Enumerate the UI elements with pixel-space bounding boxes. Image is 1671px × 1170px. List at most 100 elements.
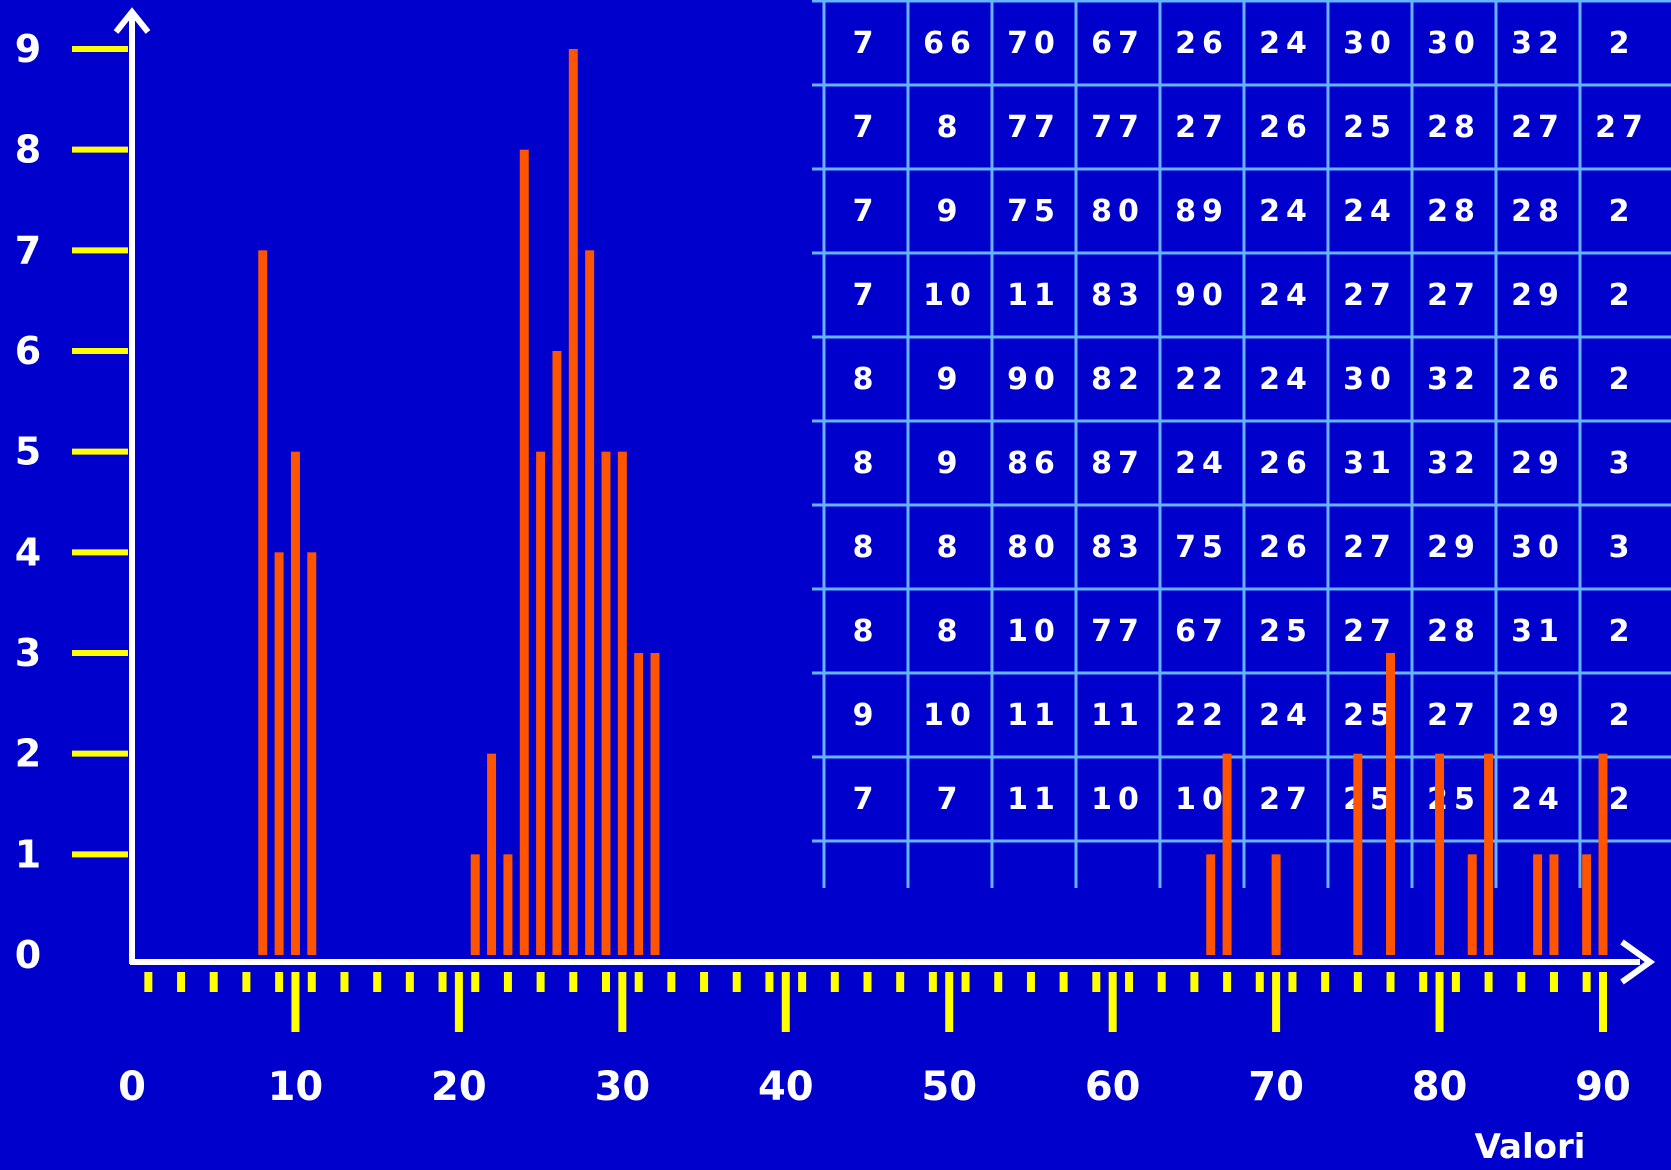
table-cell: 11 [1007, 782, 1061, 817]
x-axis-arrow [1620, 939, 1656, 985]
table-cell: 22 [1175, 698, 1229, 733]
table-cell: 66 [923, 26, 977, 61]
table-cell: 77 [1091, 110, 1145, 145]
table-cell: 25 [1343, 110, 1397, 145]
table-cell: 25 [1259, 614, 1313, 649]
bars [258, 49, 1608, 956]
bar [1353, 753, 1363, 955]
table-cell: 27 [1595, 110, 1649, 145]
table-cell: 29 [1511, 446, 1565, 481]
bar [1271, 854, 1281, 955]
table-cell: 77 [1091, 614, 1145, 649]
bar [1386, 653, 1396, 955]
bar [634, 653, 644, 955]
bar [503, 854, 513, 955]
table-cell: 8 [853, 362, 880, 397]
y-tick-label: 5 [15, 430, 41, 474]
table-cell: 11 [1007, 278, 1061, 313]
table-cell: 26 [1259, 530, 1313, 565]
table-cell: 83 [1091, 278, 1145, 313]
table-cell: 25 [1343, 782, 1397, 817]
table-cell: 28 [1511, 194, 1565, 229]
table-cell: 24 [1259, 194, 1313, 229]
table-cell: 8 [853, 614, 880, 649]
table-cell: 28 [1427, 614, 1481, 649]
table-cell: 8 [853, 446, 880, 481]
table-cell: 27 [1175, 110, 1229, 145]
y-tick-label: 4 [15, 530, 41, 574]
x-tick-label: 70 [1248, 1064, 1304, 1110]
table-cell: 22 [1175, 362, 1229, 397]
table-cell: 3 [1609, 530, 1636, 565]
table-cell: 75 [1175, 530, 1229, 565]
table-cell: 9 [937, 194, 964, 229]
bar [470, 854, 480, 955]
bar [274, 552, 284, 955]
x-tick-label: 10 [268, 1064, 324, 1110]
bar [585, 250, 595, 956]
table-cell: 29 [1427, 530, 1481, 565]
x-tick-label: 30 [594, 1064, 650, 1110]
y-axis-arrow [113, 7, 151, 34]
table-cell: 32 [1511, 26, 1565, 61]
table-cell: 7 [853, 194, 880, 229]
table-cell: 30 [1511, 530, 1565, 565]
bar [1206, 854, 1216, 955]
table-cell: 8 [853, 530, 880, 565]
table-cell: 7 [853, 110, 880, 145]
table-cell: 24 [1259, 278, 1313, 313]
table-cell: 27 [1427, 278, 1481, 313]
table-cell: 24 [1511, 782, 1565, 817]
table-cell: 24 [1259, 698, 1313, 733]
y-tick-label: 9 [15, 27, 41, 71]
x-tick-label: 0 [118, 1064, 146, 1110]
x-tick-label: 40 [758, 1064, 814, 1110]
y-tick-label: 1 [15, 832, 41, 876]
table-cell: 9 [937, 362, 964, 397]
bar [1598, 753, 1608, 955]
bar [1222, 753, 1232, 955]
table-cell: 32 [1427, 446, 1481, 481]
table-cell: 2 [1609, 278, 1636, 313]
table-cell: 25 [1343, 698, 1397, 733]
table-cell: 90 [1175, 278, 1229, 313]
table-cell: 10 [923, 278, 977, 313]
bar [650, 653, 660, 955]
table-cell: 8 [937, 530, 964, 565]
table-cell: 27 [1343, 614, 1397, 649]
table-cell: 7 [853, 278, 880, 313]
table-cell: 26 [1175, 26, 1229, 61]
x-axis-ticks: 0 10 20 30 40 50 60 70 80 90 [118, 972, 1631, 1110]
y-tick-label: 8 [15, 128, 41, 172]
bar [601, 451, 611, 955]
table-cell: 11 [1091, 698, 1145, 733]
table-cell: 90 [1007, 362, 1061, 397]
bar [487, 753, 497, 955]
bar [519, 149, 529, 955]
table-cell: 77 [1007, 110, 1061, 145]
table-cell: 82 [1091, 362, 1145, 397]
table-cell: 2 [1609, 782, 1636, 817]
table-cell: 83 [1091, 530, 1145, 565]
table-cell: 27 [1427, 698, 1481, 733]
bar [1582, 854, 1592, 955]
bar [290, 451, 300, 955]
table-cell: 27 [1343, 278, 1397, 313]
table-cell: 11 [1007, 698, 1061, 733]
table-cell: 2 [1609, 26, 1636, 61]
table-cell: 31 [1511, 614, 1565, 649]
table-cell: 67 [1175, 614, 1229, 649]
table-cell: 28 [1427, 194, 1481, 229]
bar [1484, 753, 1494, 955]
table-cell: 30 [1343, 362, 1397, 397]
table-cell: 9 [937, 446, 964, 481]
y-tick-label: 0 [15, 933, 41, 977]
table-cell: 32 [1427, 362, 1481, 397]
bar [258, 250, 268, 956]
table-cell: 10 [1091, 782, 1145, 817]
table-cell: 7 [853, 782, 880, 817]
axes [113, 7, 1656, 985]
bar [1549, 854, 1559, 955]
